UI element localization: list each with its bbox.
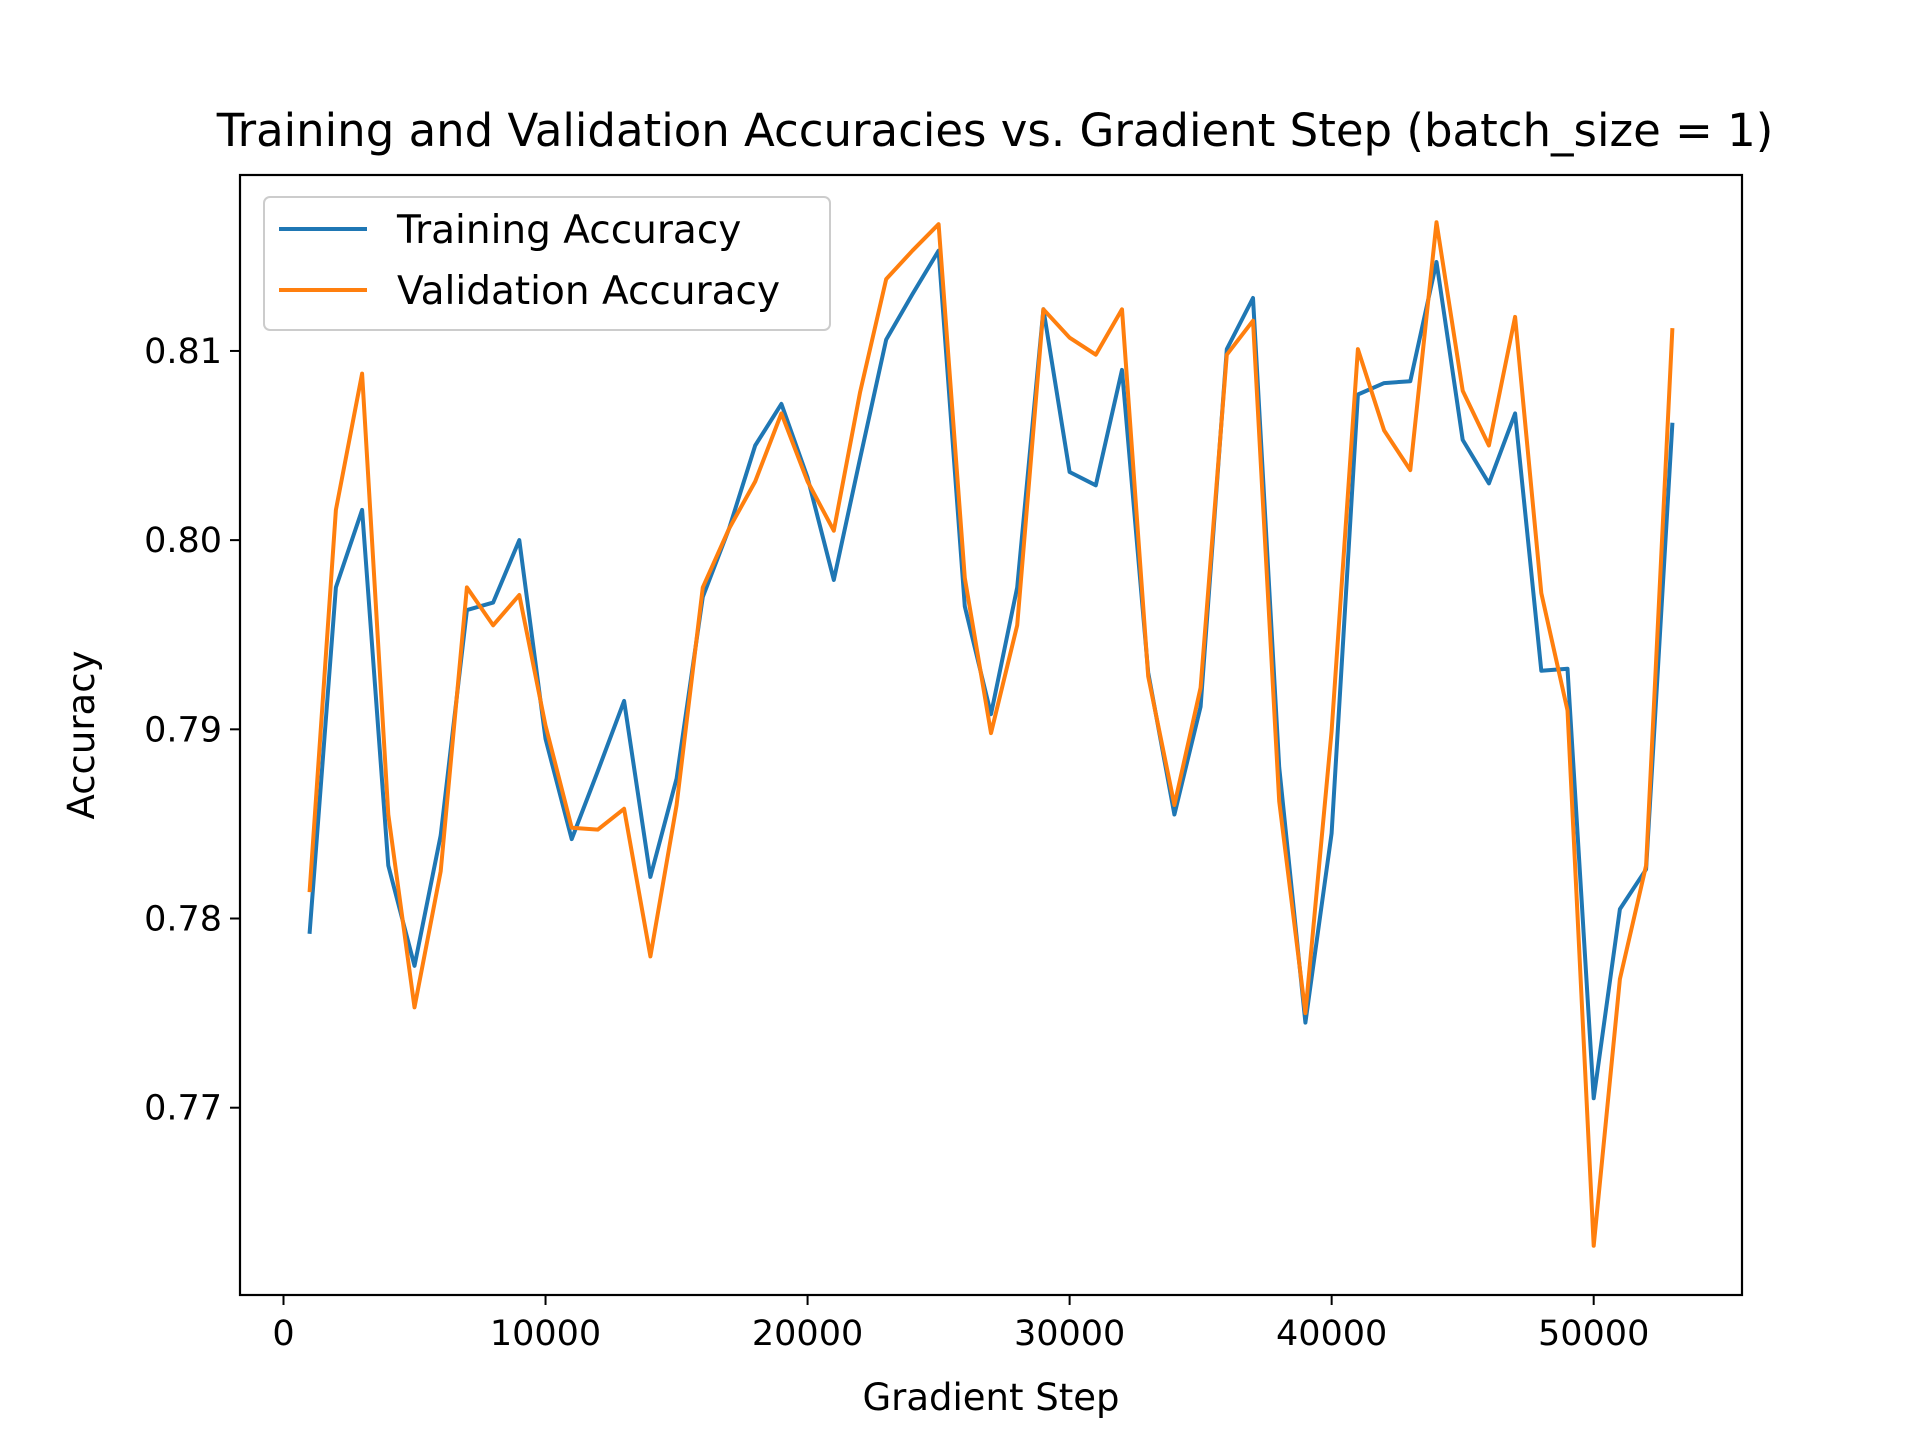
legend-training-label: Training Accuracy [396, 208, 741, 253]
y-tick-label: 0.81 [144, 332, 222, 372]
plot-area [238, 173, 1744, 1297]
y-tick-label: 0.80 [144, 521, 222, 561]
x-tick-label: 30000 [1014, 1314, 1125, 1354]
x-tick-label: 0 [272, 1314, 294, 1354]
y-tick-label: 0.79 [144, 710, 222, 750]
y-tick-label: 0.77 [144, 1089, 222, 1129]
x-tick-label: 10000 [490, 1314, 601, 1354]
legend-box [263, 196, 831, 331]
legend-validation-label: Validation Accuracy [397, 269, 780, 314]
chart-title: Training and Validation Accuracies vs. G… [216, 104, 1774, 157]
x-tick-label: 20000 [752, 1314, 863, 1354]
y-tick-label: 0.78 [144, 900, 222, 940]
x-tick-label: 50000 [1538, 1314, 1649, 1354]
axes-frame [238, 173, 1744, 1297]
y-axis-label: Accuracy [60, 651, 103, 820]
x-axis-ticks: 0 10000 20000 30000 40000 50000 [272, 1295, 1649, 1354]
y-axis-ticks: 0.77 0.78 0.79 0.80 0.81 [144, 332, 240, 1129]
x-tick-label: 40000 [1276, 1314, 1387, 1354]
series-layer [307, 220, 1675, 1248]
legend: Training Accuracy Validation Accuracy [263, 196, 831, 331]
series-line-validation [307, 220, 1675, 1248]
x-axis-label: Gradient Step [862, 1376, 1119, 1419]
